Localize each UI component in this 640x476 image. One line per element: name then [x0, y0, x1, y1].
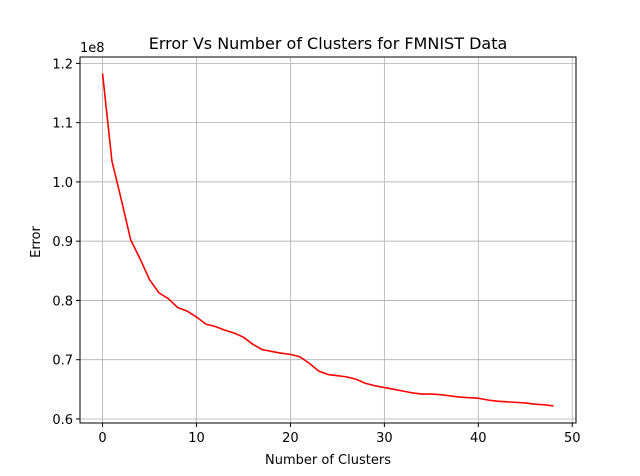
x-axis-label: Number of Clusters	[265, 453, 391, 468]
plot-frame	[79, 56, 577, 424]
y-tick-label: 0.8	[52, 294, 73, 309]
y-tick-label: 1.2	[52, 57, 73, 72]
y-offset-text: 1e8	[80, 41, 105, 56]
x-tick-label: 50	[564, 431, 581, 446]
x-tick-label: 40	[470, 431, 487, 446]
x-tick-label: 30	[376, 431, 393, 446]
series-line	[101, 73, 554, 407]
y-tick-label: 0.9	[52, 235, 73, 250]
x-tick-label: 0	[98, 431, 106, 446]
grid	[80, 57, 576, 423]
y-tick-label: 0.6	[52, 413, 73, 428]
y-tick-label: 0.7	[52, 354, 73, 369]
chart-title: Error Vs Number of Clusters for FMNIST D…	[149, 34, 508, 53]
x-tick-label: 20	[282, 431, 299, 446]
y-tick-label: 1.0	[52, 176, 73, 191]
series-layer	[101, 73, 554, 407]
x-tick-label: 10	[188, 431, 205, 446]
ticks: 0 10 20 30 40 50 0.6 0.7 0.8 0.9 1.0 1.1 1.2	[52, 57, 580, 446]
y-axis-label: Error	[29, 226, 44, 258]
y-tick-label: 1.1	[52, 117, 73, 132]
